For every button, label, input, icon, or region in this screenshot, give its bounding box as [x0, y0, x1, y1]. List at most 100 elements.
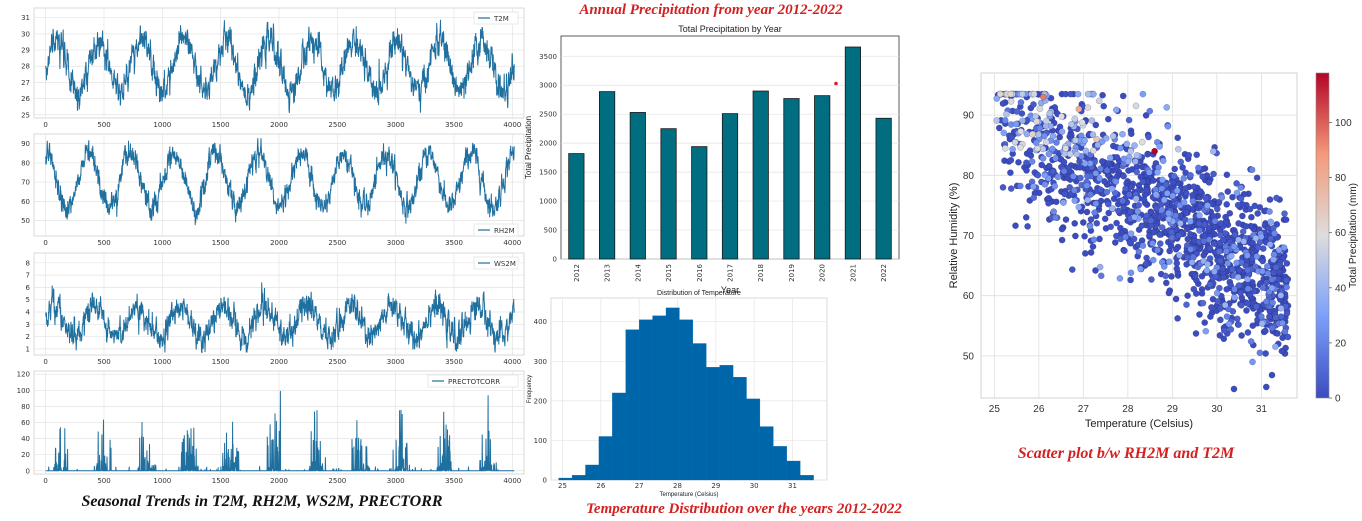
scatter-point	[1135, 201, 1142, 209]
scatter-point	[1158, 206, 1166, 214]
scatter-point	[1070, 172, 1077, 180]
x-tick-label: 0	[43, 358, 47, 366]
scatter-point	[1249, 358, 1256, 366]
scatter-point	[1154, 168, 1161, 176]
y-tick-label: 5	[26, 296, 30, 304]
chart-title: Total Precipitation by Year	[678, 24, 782, 34]
scatter-point	[1173, 187, 1181, 194]
x-tick-label: 30	[1211, 404, 1223, 415]
scatter-point	[1087, 249, 1095, 256]
scatter-point	[1140, 196, 1148, 204]
scatter-point	[1220, 327, 1228, 334]
y-tick-label: 25	[21, 111, 30, 119]
x-tick-label: 26	[596, 482, 605, 490]
scatter-point	[1007, 156, 1015, 164]
y-tick-label: 4	[26, 308, 31, 316]
hist-bin	[786, 460, 801, 481]
scatter-point	[1116, 275, 1124, 282]
scatter-point	[1262, 327, 1269, 335]
scatter-point	[1149, 240, 1156, 247]
y-tick-label: 80	[21, 159, 30, 167]
scatter-point	[1017, 144, 1024, 151]
scatter-point	[1217, 220, 1225, 227]
scatter-point	[1115, 207, 1122, 215]
x-tick-label: 25	[558, 482, 567, 490]
scatter-point	[1150, 177, 1157, 184]
y-axis-label: Total Precipitation	[524, 116, 533, 179]
scatter-point	[1215, 198, 1223, 206]
scatter-point	[1283, 283, 1290, 291]
scatter-point	[1045, 199, 1052, 207]
scatter-point	[1196, 212, 1203, 219]
scatter-point	[1007, 90, 1015, 98]
scatter-point	[1113, 163, 1120, 170]
scatter-point	[1007, 185, 1015, 192]
x-axis-label: Year	[721, 285, 739, 295]
hist-bin	[732, 376, 747, 481]
scatter-point	[1217, 316, 1224, 324]
scatter-point	[1133, 168, 1141, 176]
scatter-point	[1011, 138, 1019, 146]
scatter-point	[1152, 191, 1160, 198]
scatter-point	[1092, 200, 1100, 207]
scatter-point	[1263, 279, 1270, 286]
y-tick-label: 200	[534, 397, 547, 405]
legend: T2M	[473, 11, 519, 25]
scatter-point	[1278, 347, 1286, 355]
scatter-point	[999, 100, 1007, 107]
colorbar	[1315, 72, 1330, 399]
scatter-point	[1107, 154, 1114, 162]
scatter-point	[1087, 216, 1095, 223]
scatter-point	[1231, 285, 1238, 293]
scatter-point	[1071, 186, 1078, 194]
scatter-point	[1183, 209, 1190, 216]
hist-bin	[746, 398, 761, 481]
scatter-point	[1072, 136, 1079, 144]
scatter-point	[1216, 332, 1224, 339]
scatter-point	[1165, 215, 1172, 223]
scatter-point	[1206, 281, 1214, 289]
x-tick-label: 2021	[849, 264, 857, 282]
scatter-point	[1089, 243, 1097, 250]
scatter-point	[1133, 152, 1141, 159]
bar-2020	[814, 95, 831, 260]
legend: RH2M	[473, 223, 519, 237]
scatter-point	[1078, 119, 1086, 126]
scatter-point	[1087, 191, 1094, 198]
scatter-point	[1127, 147, 1134, 155]
scatter-point	[1199, 299, 1207, 307]
scatter-point	[1224, 188, 1232, 195]
scatter-point	[1249, 322, 1257, 330]
scatter-point	[1039, 145, 1047, 153]
bar-2012	[568, 153, 585, 260]
scatter-point	[1102, 134, 1110, 142]
scatter-point	[1275, 246, 1283, 254]
scatter-point	[1035, 131, 1042, 138]
scatter-point	[1103, 188, 1111, 196]
scatter-point	[1030, 194, 1038, 201]
scatter-point	[1039, 155, 1047, 162]
x-tick-label: 2000	[270, 477, 288, 485]
scatter-point	[1258, 320, 1266, 327]
scatter-point	[1075, 203, 1083, 211]
scatter-point	[1028, 158, 1036, 165]
scatter-point	[1086, 222, 1094, 230]
scatter-point	[1205, 179, 1213, 186]
x-tick-label: 3500	[445, 477, 463, 485]
scatter-point	[1043, 117, 1050, 125]
scatter-point	[1122, 185, 1129, 192]
timeseries-panel-rh2m: 0 500 1000 1500 2000 2500 3000 3500 4000 50 60 70 80…	[21, 133, 525, 247]
scatter-point	[1165, 258, 1173, 266]
timeseries-panel-prectotcorr: 0 500 1000 1500 2000 2500 3000 3500 4000 0 20 40 60 8…	[17, 370, 525, 485]
x-tick-label: 2500	[328, 358, 346, 366]
scatter-point	[1156, 143, 1163, 150]
scatter-point	[1180, 199, 1188, 206]
histogram-caption: Temperature Distribution over the years …	[586, 501, 902, 517]
scatter-point	[1105, 209, 1112, 217]
scatter-point	[1193, 151, 1200, 159]
scatter-point	[1050, 208, 1057, 215]
scatter-point	[1045, 150, 1053, 158]
scatter-point	[1139, 242, 1147, 249]
scatter-point	[1058, 128, 1066, 135]
